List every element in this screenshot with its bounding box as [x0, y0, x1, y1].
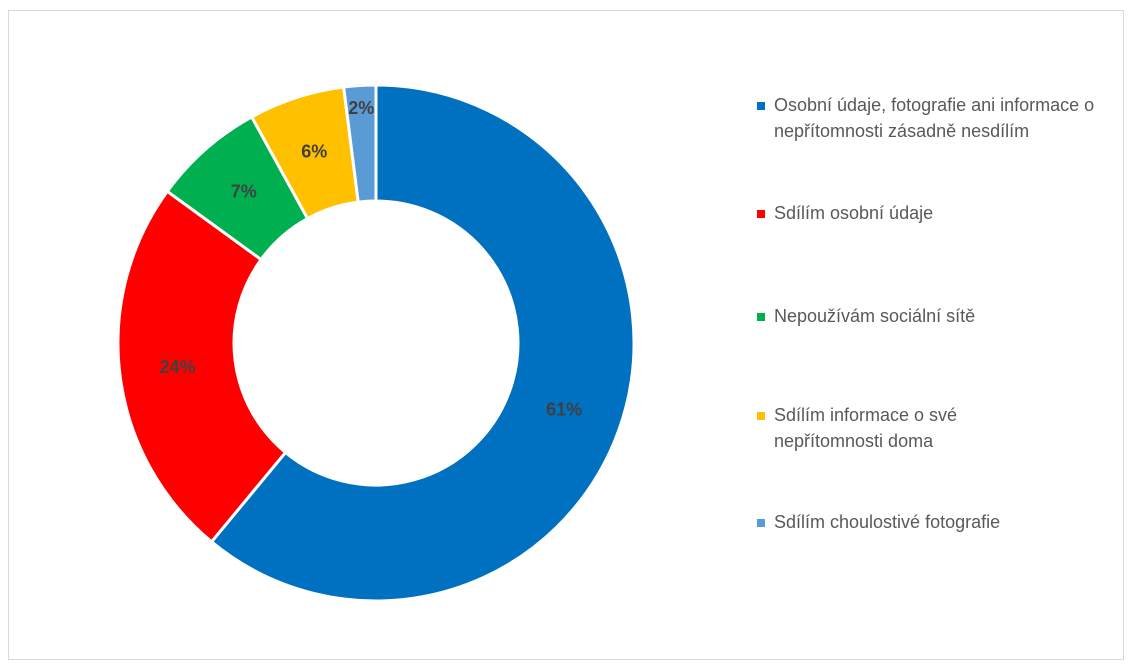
- legend-label: Sdílím osobní údaje: [774, 203, 934, 223]
- legend-label: Sdílím choulostivé fotografie: [774, 512, 1001, 532]
- legend-item-absence-info: Sdílím informace o své nepřítomnosti dom…: [757, 402, 1117, 454]
- slice-personal-data: [116, 189, 288, 544]
- legend-swatch: [757, 313, 765, 321]
- data-label: 7%: [231, 182, 257, 202]
- data-label: 6%: [301, 142, 327, 162]
- data-label: 2%: [348, 98, 374, 118]
- legend-item-personal-data: Sdílím osobní údaje: [757, 200, 1117, 226]
- data-label: 24%: [160, 357, 196, 377]
- slice-no-sharing: [209, 83, 636, 603]
- legend-label: Sdílím informace o své nepřítomnosti dom…: [774, 405, 958, 451]
- legend-swatch: [757, 519, 765, 527]
- legend-label: Nepoužívám sociální sítě: [774, 306, 976, 326]
- legend-swatch: [757, 210, 765, 218]
- legend-item-no-social-networks: Nepoužívám sociální sítě: [757, 303, 1117, 329]
- legend-swatch: [757, 102, 765, 110]
- legend-item-no-sharing: Osobní údaje, fotografie ani informace o…: [757, 92, 1117, 144]
- slice-sensitive-photos: [341, 83, 378, 204]
- legend-swatch: [757, 412, 765, 420]
- legend-item-sensitive-photos: Sdílím choulostivé fotografie: [757, 509, 1117, 535]
- legend-label: Osobní údaje, fotografie ani informace o…: [774, 95, 1095, 141]
- data-label: 61%: [546, 399, 582, 419]
